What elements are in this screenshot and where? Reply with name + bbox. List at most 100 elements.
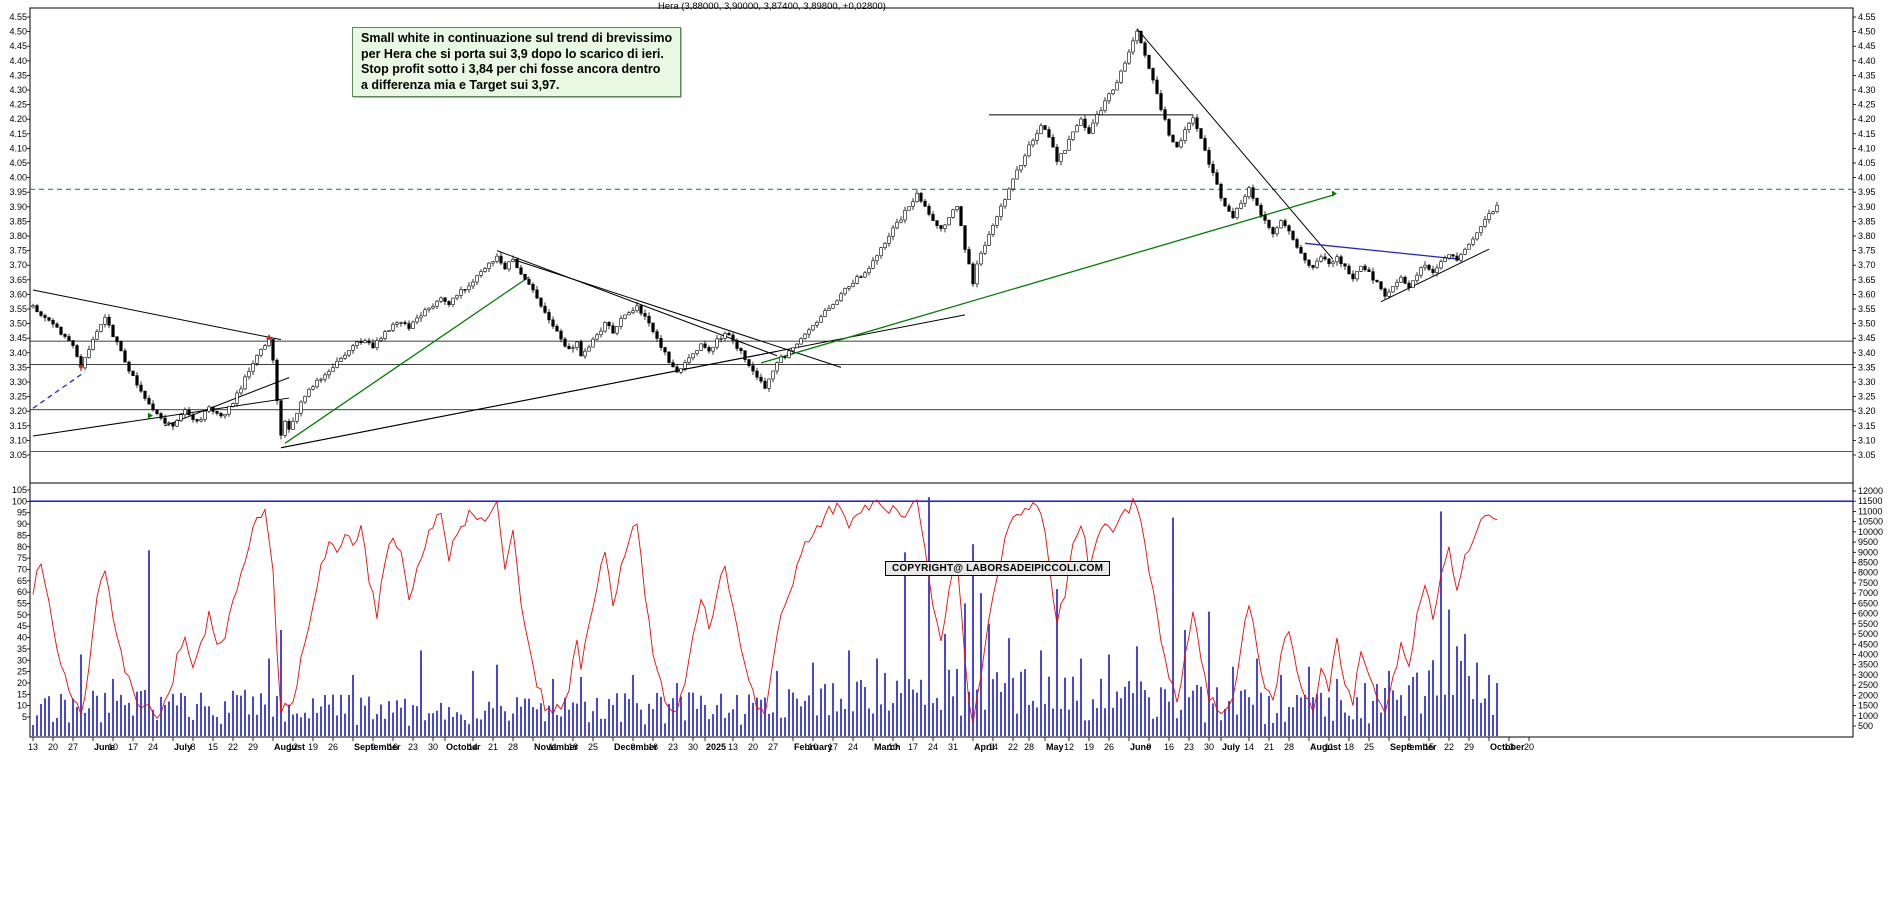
svg-text:15: 15 bbox=[17, 689, 27, 699]
svg-text:2000: 2000 bbox=[1858, 690, 1878, 700]
svg-text:25: 25 bbox=[1364, 742, 1374, 752]
svg-text:75: 75 bbox=[17, 553, 27, 563]
svg-text:3.50: 3.50 bbox=[9, 319, 27, 329]
svg-text:December: December bbox=[614, 742, 658, 752]
svg-text:3.75: 3.75 bbox=[9, 246, 27, 256]
svg-text:3.40: 3.40 bbox=[1858, 348, 1876, 358]
svg-text:12: 12 bbox=[288, 742, 298, 752]
svg-text:15: 15 bbox=[208, 742, 218, 752]
svg-text:60: 60 bbox=[17, 587, 27, 597]
svg-text:4.30: 4.30 bbox=[9, 85, 27, 95]
svg-text:3.85: 3.85 bbox=[1858, 216, 1876, 226]
svg-text:14: 14 bbox=[988, 742, 998, 752]
svg-text:29: 29 bbox=[1464, 742, 1474, 752]
svg-text:35: 35 bbox=[17, 644, 27, 654]
svg-text:3.15: 3.15 bbox=[9, 421, 27, 431]
svg-text:18: 18 bbox=[568, 742, 578, 752]
svg-text:4.05: 4.05 bbox=[9, 158, 27, 168]
svg-text:28: 28 bbox=[1024, 742, 1034, 752]
svg-text:3.20: 3.20 bbox=[1858, 406, 1876, 416]
svg-text:11: 11 bbox=[548, 742, 557, 752]
svg-text:4.00: 4.00 bbox=[1858, 173, 1876, 183]
svg-text:4500: 4500 bbox=[1858, 639, 1878, 649]
svg-text:10500: 10500 bbox=[1858, 517, 1883, 527]
svg-text:20: 20 bbox=[1524, 742, 1534, 752]
svg-text:8: 8 bbox=[1406, 742, 1411, 752]
svg-text:4.45: 4.45 bbox=[9, 41, 27, 51]
svg-text:85: 85 bbox=[17, 530, 27, 540]
svg-text:50: 50 bbox=[17, 610, 27, 620]
analyst-note-line-1: Small white in continuazione sul trend d… bbox=[361, 31, 673, 45]
svg-text:4.55: 4.55 bbox=[9, 12, 27, 22]
svg-text:4.40: 4.40 bbox=[9, 56, 27, 66]
svg-text:22: 22 bbox=[1444, 742, 1454, 752]
svg-text:24: 24 bbox=[148, 742, 158, 752]
svg-text:12000: 12000 bbox=[1858, 486, 1883, 496]
svg-text:19: 19 bbox=[1084, 742, 1094, 752]
svg-text:4.50: 4.50 bbox=[1858, 27, 1876, 37]
svg-text:3.20: 3.20 bbox=[9, 406, 27, 416]
svg-text:4.55: 4.55 bbox=[1858, 12, 1876, 22]
svg-text:4.40: 4.40 bbox=[1858, 56, 1876, 66]
svg-text:May: May bbox=[1046, 742, 1064, 752]
svg-text:17: 17 bbox=[128, 742, 138, 752]
svg-text:16: 16 bbox=[648, 742, 658, 752]
svg-text:7500: 7500 bbox=[1858, 578, 1878, 588]
svg-text:April: April bbox=[974, 742, 995, 752]
svg-text:16: 16 bbox=[388, 742, 398, 752]
svg-text:July: July bbox=[1222, 742, 1240, 752]
analyst-note-line-3: Stop profit sotto i 3,84 per chi fosse a… bbox=[361, 62, 661, 76]
price-axis-labels: 4.55 4.55 4.50 4.50 4.45 4.45 4.40 4.40 4.35 4.35… bbox=[9, 12, 1875, 460]
svg-text:8000: 8000 bbox=[1858, 568, 1878, 578]
svg-text:4.45: 4.45 bbox=[1858, 41, 1876, 51]
svg-text:21: 21 bbox=[1264, 742, 1274, 752]
svg-text:September: September bbox=[1390, 742, 1437, 752]
svg-text:July: July bbox=[174, 742, 192, 752]
svg-text:13: 13 bbox=[28, 742, 38, 752]
chart-frame bbox=[29, 7, 1854, 738]
svg-text:5500: 5500 bbox=[1858, 619, 1878, 629]
svg-text:7000: 7000 bbox=[1858, 588, 1878, 598]
oscillator-line bbox=[32, 497, 1498, 724]
svg-text:4000: 4000 bbox=[1858, 649, 1878, 659]
svg-text:30: 30 bbox=[428, 742, 438, 752]
copyright-watermark: COPYRIGHT@ LABORSADEIPICCOLI.COM bbox=[885, 561, 1111, 576]
svg-text:25: 25 bbox=[17, 667, 27, 677]
svg-text:11: 11 bbox=[1324, 742, 1333, 752]
svg-text:5000: 5000 bbox=[1858, 629, 1878, 639]
svg-text:3.45: 3.45 bbox=[1858, 333, 1876, 343]
svg-text:3.95: 3.95 bbox=[9, 187, 27, 197]
svg-text:3.25: 3.25 bbox=[9, 392, 27, 402]
svg-text:28: 28 bbox=[1284, 742, 1294, 752]
svg-text:15: 15 bbox=[1424, 742, 1434, 752]
svg-text:23: 23 bbox=[408, 742, 418, 752]
svg-text:105: 105 bbox=[12, 485, 27, 495]
svg-text:30: 30 bbox=[1204, 742, 1214, 752]
svg-text:2500: 2500 bbox=[1858, 680, 1878, 690]
svg-text:9: 9 bbox=[370, 742, 375, 752]
svg-text:3.55: 3.55 bbox=[9, 304, 27, 314]
chart-title: Hera (3,88000, 3,90000, 3,87400, 3,89800… bbox=[658, 1, 886, 12]
svg-text:4.10: 4.10 bbox=[9, 143, 27, 153]
svg-text:24: 24 bbox=[848, 742, 858, 752]
horizontal-levels bbox=[30, 188, 1853, 502]
svg-text:3.65: 3.65 bbox=[1858, 275, 1876, 285]
svg-text:1500: 1500 bbox=[1858, 701, 1878, 711]
svg-text:17: 17 bbox=[828, 742, 838, 752]
svg-text:3000: 3000 bbox=[1858, 670, 1878, 680]
svg-text:9500: 9500 bbox=[1858, 537, 1878, 547]
svg-text:3.80: 3.80 bbox=[1858, 231, 1876, 241]
svg-text:3.70: 3.70 bbox=[1858, 260, 1876, 270]
svg-text:26: 26 bbox=[1104, 742, 1114, 752]
svg-text:10000: 10000 bbox=[1858, 527, 1883, 537]
svg-text:3.05: 3.05 bbox=[1858, 450, 1876, 460]
svg-text:80: 80 bbox=[17, 542, 27, 552]
svg-text:10: 10 bbox=[808, 742, 818, 752]
svg-text:4.00: 4.00 bbox=[9, 173, 27, 183]
svg-text:70: 70 bbox=[17, 564, 27, 574]
volume-bars bbox=[32, 497, 1498, 736]
svg-text:100: 100 bbox=[12, 496, 27, 506]
svg-text:29: 29 bbox=[248, 742, 258, 752]
svg-text:3.40: 3.40 bbox=[9, 348, 27, 358]
